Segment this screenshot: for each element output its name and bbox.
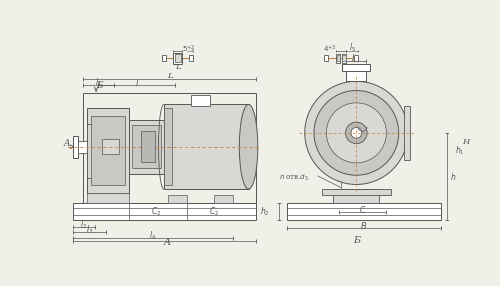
Bar	[73, 203, 256, 220]
Text: $l_1$: $l_1$	[95, 76, 102, 89]
Text: $b_1$: $b_1$	[352, 52, 361, 65]
Bar	[102, 139, 119, 154]
Circle shape	[305, 81, 408, 184]
Text: $4^{+3}$: $4^{+3}$	[324, 43, 337, 55]
Bar	[287, 203, 441, 220]
Bar	[324, 55, 328, 61]
Bar	[337, 55, 340, 61]
Bar	[73, 136, 78, 158]
Circle shape	[346, 122, 367, 144]
Text: $C$: $C$	[359, 204, 366, 215]
Text: $h$: $h$	[450, 171, 456, 182]
Bar	[83, 93, 256, 203]
Text: $n$ отв.$d_5$: $n$ отв.$d_5$	[280, 172, 310, 183]
Text: L: L	[167, 72, 172, 80]
Bar	[90, 116, 126, 185]
Bar	[191, 95, 210, 106]
Text: L: L	[175, 63, 180, 72]
Bar	[354, 55, 358, 61]
Text: $h_1$: $h_1$	[455, 144, 464, 157]
Circle shape	[314, 91, 398, 175]
Text: $C_2$: $C_2$	[151, 205, 162, 218]
Bar	[164, 108, 172, 185]
Bar	[87, 124, 102, 178]
Text: $l$: $l$	[135, 77, 139, 88]
Text: H: H	[462, 138, 470, 146]
Bar	[342, 53, 346, 63]
Text: $l_3$: $l_3$	[86, 224, 93, 236]
Text: $5^{+2}_{-4}$: $5^{+2}_{-4}$	[182, 44, 195, 57]
Bar	[168, 195, 187, 203]
Bar	[322, 189, 391, 195]
Bar	[174, 54, 181, 62]
Bar	[190, 55, 193, 61]
Bar	[129, 120, 164, 174]
Circle shape	[326, 103, 386, 163]
Bar	[214, 195, 233, 203]
Ellipse shape	[240, 104, 258, 189]
Text: A: A	[164, 239, 171, 247]
Text: A: A	[64, 139, 70, 148]
Text: $C_2$: $C_2$	[209, 205, 219, 218]
Text: Б: Б	[353, 236, 360, 245]
Bar	[87, 193, 129, 203]
Bar	[342, 64, 370, 71]
Text: $l_4$: $l_4$	[150, 229, 156, 242]
Bar	[87, 108, 129, 193]
Bar	[162, 55, 166, 61]
Text: $l_5$: $l_5$	[349, 42, 356, 54]
Bar	[404, 106, 410, 160]
Bar	[164, 104, 248, 189]
Circle shape	[351, 128, 362, 138]
Bar	[346, 71, 366, 81]
Bar	[132, 125, 161, 168]
Text: $l_2$: $l_2$	[80, 218, 87, 231]
Text: Б: Б	[96, 81, 102, 90]
Bar	[141, 131, 154, 162]
Text: $B$: $B$	[360, 220, 368, 231]
Bar	[173, 53, 182, 63]
Bar	[333, 189, 380, 203]
Text: $h_2$: $h_2$	[260, 205, 270, 218]
Bar	[342, 55, 345, 61]
Bar	[78, 141, 87, 153]
Bar	[336, 53, 340, 63]
